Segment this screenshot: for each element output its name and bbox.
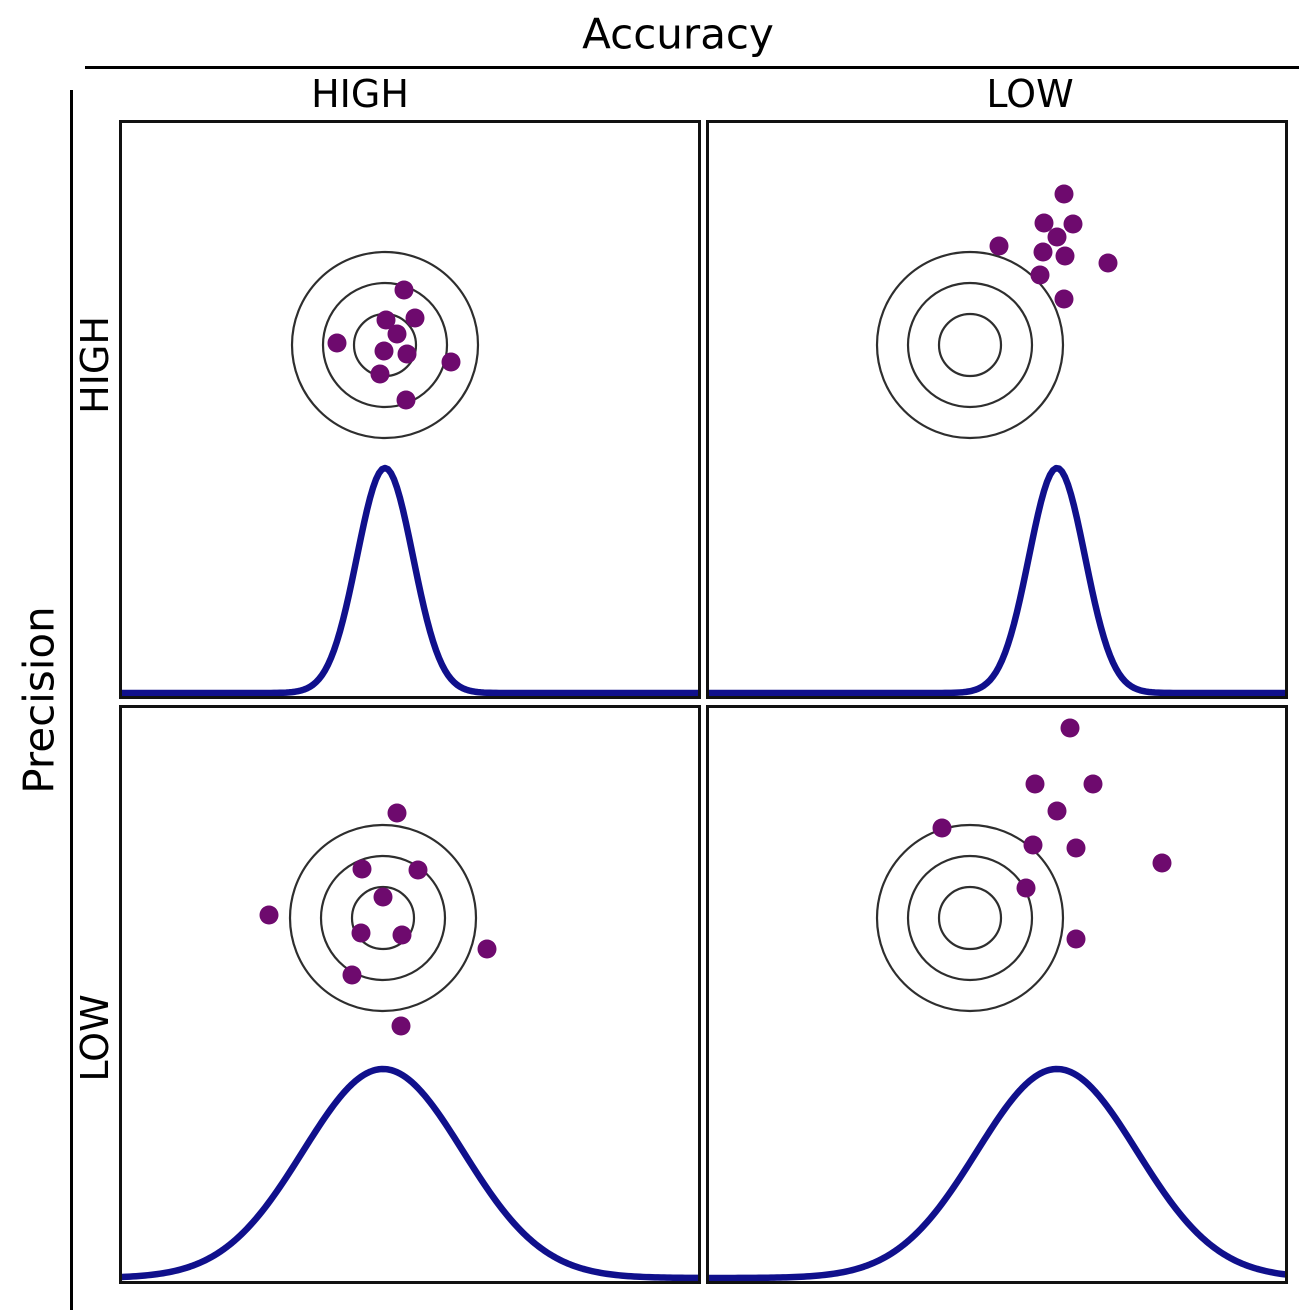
shot-dot <box>1023 835 1043 855</box>
target-ring <box>906 281 1034 409</box>
shot-dot <box>376 310 396 330</box>
shot-dot <box>370 364 390 384</box>
distribution-curve <box>122 464 698 696</box>
shot-dot <box>1063 214 1083 234</box>
shot-dot <box>1066 838 1086 858</box>
shot-dot <box>1025 774 1045 794</box>
shot-dot <box>408 860 428 880</box>
target-rings <box>288 823 478 1013</box>
accuracy-axis-line <box>85 66 1299 69</box>
panel-plot-high-accuracy-high-precision <box>122 250 698 696</box>
shot-dot <box>1047 227 1067 247</box>
shot-dot <box>342 965 362 985</box>
shot-dot <box>1054 289 1074 309</box>
shot-dots <box>259 803 497 1036</box>
shot-dot <box>351 923 371 943</box>
target-ring <box>290 250 480 440</box>
shot-dot <box>1066 929 1086 949</box>
target-rings <box>875 250 1065 440</box>
shot-dot <box>1098 253 1118 273</box>
target-ring <box>875 250 1065 440</box>
panel-plot-high-accuracy-low-precision <box>122 803 698 1281</box>
shot-dots <box>932 718 1172 949</box>
shot-dot <box>1083 774 1103 794</box>
row-label-low: LOW <box>73 994 117 1082</box>
precision-axis-line <box>70 90 73 1310</box>
distribution-curve <box>122 1065 698 1281</box>
distribution-curve <box>709 464 1285 696</box>
shot-dot <box>352 859 372 879</box>
column-label-low: LOW <box>986 72 1074 116</box>
shot-dot <box>989 236 1009 256</box>
shot-dot <box>397 344 417 364</box>
shot-dot <box>387 324 407 344</box>
shot-dot <box>392 925 412 945</box>
shot-dot <box>932 818 952 838</box>
precision-axis-title: Precision <box>14 606 64 794</box>
shot-dot <box>259 905 279 925</box>
shot-dot <box>477 939 497 959</box>
shot-dot <box>1030 265 1050 285</box>
shot-dot <box>387 803 407 823</box>
accuracy-axis-title: Accuracy <box>582 9 774 59</box>
shot-dot <box>374 341 394 361</box>
row-label-high: HIGH <box>73 316 117 414</box>
shot-dot <box>1054 184 1074 204</box>
shot-dot <box>327 333 347 353</box>
shot-dot <box>1055 246 1075 266</box>
column-label-high: HIGH <box>311 72 409 116</box>
panel-high-accuracy-high-precision <box>119 120 701 699</box>
shot-dot <box>1034 213 1054 233</box>
shot-dot <box>373 887 393 907</box>
shot-dot <box>1060 718 1080 738</box>
panel-low-accuracy-low-precision <box>706 705 1288 1284</box>
target-rings <box>875 823 1065 1013</box>
shot-dot <box>1047 801 1067 821</box>
target-ring <box>937 312 1003 378</box>
shot-dot <box>1152 853 1172 873</box>
shot-dot <box>396 390 416 410</box>
shot-dots <box>327 280 461 410</box>
target-ring <box>321 281 449 409</box>
shot-dot <box>1016 878 1036 898</box>
shot-dot <box>1033 242 1053 262</box>
distribution-curve <box>709 1065 1285 1281</box>
shot-dots <box>989 184 1118 309</box>
target-ring <box>319 854 447 982</box>
target-ring <box>937 885 1003 951</box>
target-ring <box>906 854 1034 982</box>
panel-low-accuracy-high-precision <box>706 120 1288 699</box>
target-ring <box>350 885 416 951</box>
shot-dot <box>441 352 461 372</box>
panel-high-accuracy-low-precision <box>119 705 701 1284</box>
shot-dot <box>391 1016 411 1036</box>
panel-plot-low-accuracy-high-precision <box>709 184 1285 696</box>
panel-plot-low-accuracy-low-precision <box>709 718 1285 1281</box>
target-ring <box>288 823 478 1013</box>
shot-dot <box>405 308 425 328</box>
shot-dot <box>394 280 414 300</box>
target-ring <box>875 823 1065 1013</box>
